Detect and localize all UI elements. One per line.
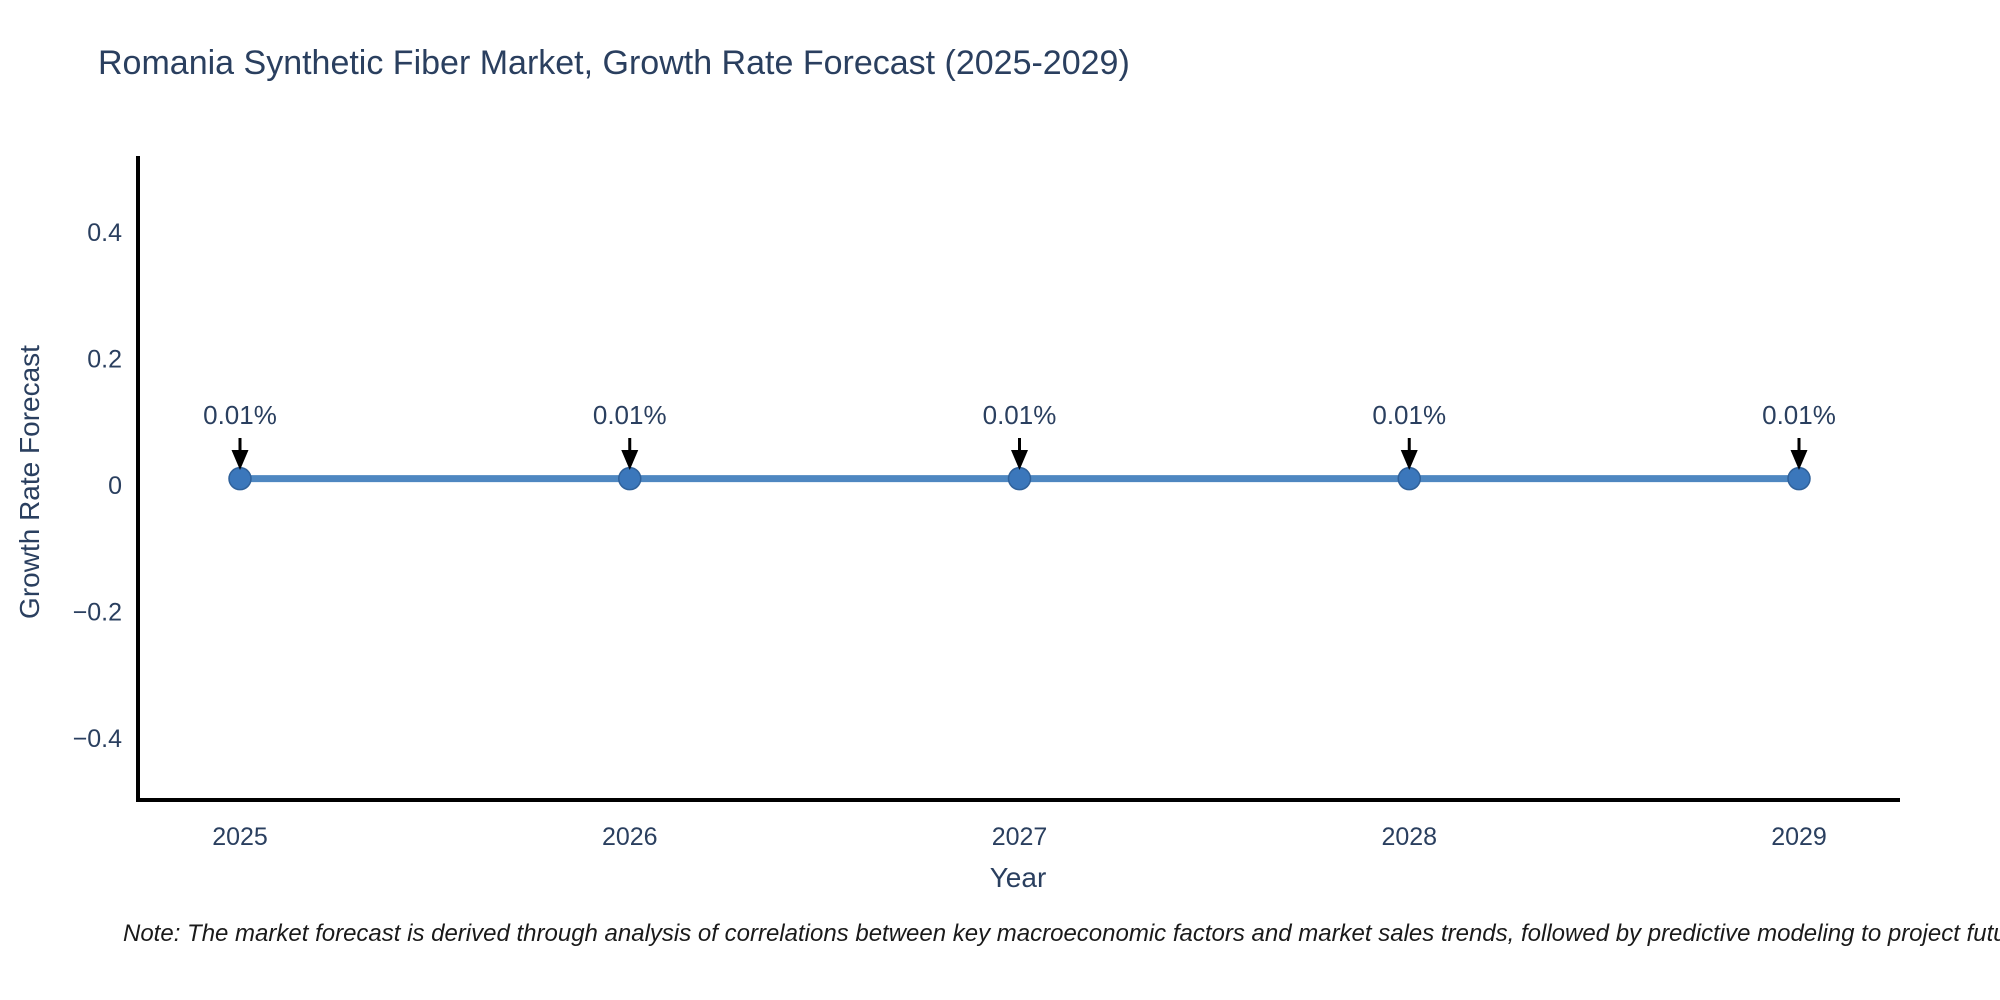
annotation-arrow-head [1400,450,1418,470]
data-point-marker [228,466,252,491]
y-tick-label: 0 [108,472,122,500]
x-axis-title: Year [989,862,1047,893]
y-tick-label: 0.4 [87,219,122,247]
footnote: Note: The market forecast is derived thr… [123,920,2000,947]
x-tick-label: 2026 [602,823,658,851]
x-tick-label: 2027 [992,823,1048,851]
point-value-label: 0.01% [983,400,1057,430]
annotation-arrow-head [1011,450,1028,470]
annotation-arrow-head [231,450,249,470]
axis-lines [136,156,1900,802]
point-value-label: 0.01% [1372,400,1446,430]
annotation-arrow-head [621,450,639,470]
data-point-marker [1397,466,1421,491]
x-tick-label: 2028 [1381,823,1437,851]
x-tick-label: 2029 [1771,823,1827,851]
point-value-label: 0.01% [593,400,667,430]
y-tick-label: 0.2 [87,345,122,373]
chart-title: Romania Synthetic Fiber Market, Growth R… [98,44,1130,82]
y-tick-label: −0.4 [73,725,122,753]
y-tick-label: −0.2 [73,598,122,626]
x-tick-label: 2025 [212,823,268,851]
annotation-arrow-head [1790,450,1808,470]
point-value-label: 0.01% [203,400,277,430]
data-point-marker [1787,466,1811,491]
point-value-label: 0.01% [1762,400,1836,430]
data-point-marker [1007,466,1032,491]
data-point-marker [618,466,642,491]
